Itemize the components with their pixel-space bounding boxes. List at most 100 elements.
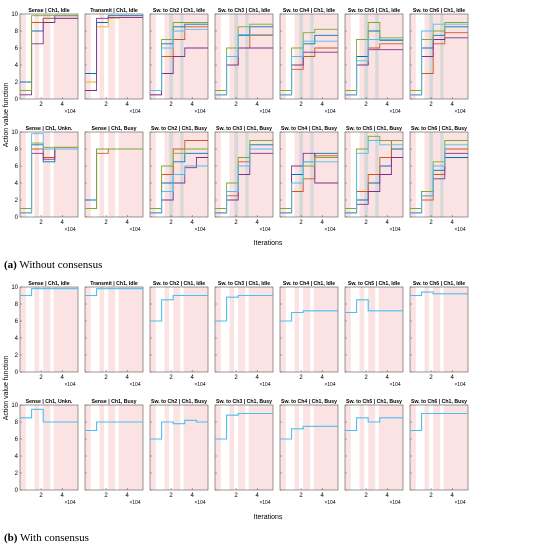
panel-frame — [19, 286, 79, 373]
x-exponent-label: ×104 — [454, 227, 465, 233]
shade-band — [245, 14, 249, 99]
x-tick-label: 4 — [321, 220, 325, 226]
panel-frame — [149, 286, 209, 373]
chart-panel: Sw. to Ch5 | Ch1, Busy 2 4×104 — [344, 126, 404, 233]
shade-band — [248, 14, 273, 99]
shade-band — [20, 132, 26, 217]
shade-band — [294, 405, 300, 490]
panel-title: Sense | Ch1, Unkn. — [26, 126, 73, 132]
series-line — [410, 144, 468, 214]
x-tick-label: 2 — [39, 375, 43, 381]
chart-panel: Sw. to Ch3 | Ch1, Busy 2 4×104 — [214, 126, 274, 233]
y-tick-label: 8 — [15, 29, 19, 35]
x-tick-label: 4 — [61, 220, 65, 226]
shade-band — [378, 287, 403, 372]
series-line — [410, 291, 468, 297]
series-line — [215, 412, 273, 440]
shade-band — [248, 287, 273, 372]
panel-frame — [344, 13, 404, 100]
x-tick-label: 4 — [451, 102, 455, 108]
panel-frame — [279, 13, 339, 100]
x-tick-label: 4 — [386, 493, 390, 499]
x-exponent-label: ×104 — [129, 109, 140, 115]
shade-band — [43, 405, 51, 490]
panel-frame — [409, 286, 469, 373]
shade-band — [378, 405, 403, 490]
y-tick-label: 2 — [15, 198, 19, 204]
panel-title: Sw. to Ch6 | Ch1, Busy — [411, 126, 467, 132]
x-tick-label: 2 — [299, 375, 303, 381]
shade-band — [345, 405, 351, 490]
shade-band — [375, 14, 379, 99]
x-exponent-label: ×104 — [389, 500, 400, 506]
x-tick-label: 4 — [61, 102, 65, 108]
shade-band — [229, 287, 235, 372]
panel-frame — [214, 13, 274, 100]
shade-band — [229, 405, 235, 490]
y-tick-label: 0 — [15, 215, 19, 221]
panel-frame — [149, 404, 209, 491]
panel-title: Sw. to Ch4 | Ch1, Idle — [283, 281, 335, 287]
panel-title: Sense | Ch1, Idle — [28, 281, 69, 287]
shade-band — [248, 132, 273, 217]
shade-band — [118, 287, 143, 372]
x-tick-label: 4 — [191, 375, 195, 381]
shade-band — [215, 405, 221, 490]
x-tick-label: 4 — [256, 220, 260, 226]
x-tick-label: 4 — [451, 493, 455, 499]
shade-band — [280, 14, 286, 99]
shade-band — [53, 405, 78, 490]
shade-band — [280, 287, 286, 372]
shade-band — [424, 287, 430, 372]
panel-title: Sw. to Ch6 | Ch1, Busy — [411, 399, 467, 405]
panel-frame — [344, 404, 404, 491]
shade-band — [85, 405, 91, 490]
shade-band — [118, 14, 143, 99]
y-tick-label: 10 — [11, 285, 18, 291]
chart-panel: Sw. to Ch4 | Ch1, Busy 2 4×104 — [279, 399, 339, 506]
x-exponent-label: ×104 — [454, 109, 465, 115]
shade-band — [173, 405, 181, 490]
x-tick-label: 2 — [169, 220, 173, 226]
panel-title: Sw. to Ch5 | Ch1, Busy — [346, 399, 402, 405]
chart-panel: Sw. to Ch6 | Ch1, Idle 2 4×104 — [409, 8, 469, 115]
series-line — [85, 288, 143, 297]
shade-band — [215, 132, 221, 217]
shade-band — [215, 287, 221, 372]
series-line — [85, 148, 143, 209]
shade-band — [303, 132, 311, 217]
shade-band — [150, 405, 156, 490]
shade-band — [99, 405, 105, 490]
shade-band — [164, 405, 170, 490]
y-tick-label: 0 — [15, 97, 19, 103]
shade-band — [229, 132, 235, 217]
x-tick-label: 2 — [169, 102, 173, 108]
shade-band — [183, 287, 208, 372]
shade-band — [433, 405, 441, 490]
panel-title: Sw. to Ch3 | Ch1, Idle — [218, 281, 270, 287]
x-tick-label: 4 — [126, 375, 130, 381]
shade-band — [378, 14, 403, 99]
x-tick-label: 2 — [429, 375, 433, 381]
shade-band — [183, 14, 208, 99]
series-line — [345, 140, 403, 214]
series-line — [85, 421, 143, 432]
chart-panel: Sw. to Ch2 | Ch1, Busy 2 4×104 — [149, 399, 209, 506]
x-tick-label: 4 — [61, 493, 65, 499]
shade-band — [313, 14, 338, 99]
shade-band — [43, 132, 51, 217]
shade-band — [34, 132, 40, 217]
shade-band — [108, 405, 116, 490]
x-exponent-label: ×104 — [324, 500, 335, 506]
x-axis-label: Iterations — [254, 240, 283, 247]
y-tick-label: 6 — [15, 164, 19, 170]
shade-band — [85, 14, 91, 99]
x-tick-label: 2 — [429, 220, 433, 226]
y-tick-label: 6 — [15, 437, 19, 443]
shade-band — [443, 405, 468, 490]
chart-panel: Transmit | Ch1, Idle 2 4×104 — [84, 8, 144, 115]
x-exponent-label: ×104 — [454, 382, 465, 388]
shade-band — [359, 132, 365, 217]
x-tick-label: 4 — [256, 375, 260, 381]
chart-panel: Sw. to Ch5 | Ch1, Idle 2 4×104 — [344, 281, 404, 388]
